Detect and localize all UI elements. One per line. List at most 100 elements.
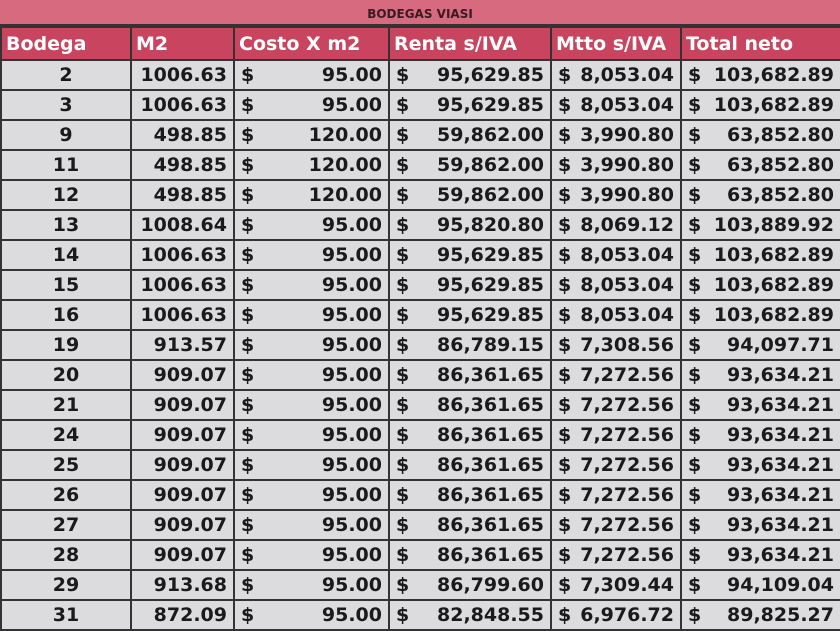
- currency-symbol: $: [396, 454, 410, 476]
- amount: 95.00: [321, 574, 382, 596]
- cell: $93,634.21: [680, 539, 840, 571]
- amount: 95.00: [321, 424, 382, 446]
- currency-symbol: $: [688, 484, 702, 506]
- cell-content: $86,789.15: [396, 334, 544, 356]
- cell: $7,272.56: [550, 539, 682, 571]
- cell: 1008.64: [130, 209, 235, 241]
- cell: $95.00: [233, 299, 390, 331]
- currency-symbol: $: [396, 214, 410, 236]
- table-row: 31 872.09 $95.00 $82,848.55 $6,976.72 $89,825…: [0, 599, 840, 631]
- amount: 7,309.44: [580, 574, 674, 596]
- table-title: BODEGAS VIASI: [0, 0, 840, 26]
- cell: 909.07: [130, 419, 235, 451]
- cell: 13: [0, 209, 132, 241]
- cell: $103,889.92: [680, 209, 840, 241]
- currency-symbol: $: [688, 124, 702, 146]
- cell-content: $120.00: [241, 124, 382, 146]
- cell: $95.00: [233, 569, 390, 601]
- cell: 909.07: [130, 509, 235, 541]
- cell: $103,682.89: [680, 89, 840, 121]
- cell-content: $93,634.21: [688, 424, 834, 446]
- amount: 7,272.56: [580, 394, 674, 416]
- cell: $7,272.56: [550, 389, 682, 421]
- cell: $94,097.71: [680, 329, 840, 361]
- currency-symbol: $: [396, 154, 410, 176]
- cell-content: $82,848.55: [396, 604, 544, 626]
- currency-symbol: $: [396, 244, 410, 266]
- currency-symbol: $: [396, 364, 410, 386]
- cell-content: $6,976.72: [558, 604, 674, 626]
- table-row: 16 1006.63 $95.00 $95,629.85 $8,053.04 $103,6…: [0, 299, 840, 331]
- currency-symbol: $: [558, 484, 572, 506]
- cell: $103,682.89: [680, 239, 840, 271]
- cell-content: $95.00: [241, 454, 382, 476]
- currency-symbol: $: [688, 394, 702, 416]
- cell-content: $86,799.60: [396, 574, 544, 596]
- cell: $8,053.04: [550, 299, 682, 331]
- cell: $86,361.65: [388, 389, 552, 421]
- cell: $93,634.21: [680, 509, 840, 541]
- column-header: Total neto: [680, 26, 840, 61]
- amount: 120.00: [308, 124, 382, 146]
- cell-content: $95.00: [241, 424, 382, 446]
- currency-symbol: $: [241, 484, 255, 506]
- cell: $95,629.85: [388, 299, 552, 331]
- cell-content: $59,862.00: [396, 154, 544, 176]
- amount: 103,889.92: [713, 214, 834, 236]
- cell: $120.00: [233, 179, 390, 211]
- amount: 93,634.21: [727, 454, 834, 476]
- cell-content: $8,053.04: [558, 64, 674, 86]
- amount: 8,053.04: [580, 94, 674, 116]
- cell: 909.07: [130, 539, 235, 571]
- cell-content: $103,682.89: [688, 274, 834, 296]
- amount: 95,629.85: [437, 304, 544, 326]
- cell: $7,272.56: [550, 449, 682, 481]
- cell: 12: [0, 179, 132, 211]
- cell-content: $7,272.56: [558, 364, 674, 386]
- cell: $3,990.80: [550, 149, 682, 181]
- table-row: 27 909.07 $95.00 $86,361.65 $7,272.56 $93,634…: [0, 509, 840, 541]
- cell: 2: [0, 59, 132, 91]
- cell: $95.00: [233, 539, 390, 571]
- currency-symbol: $: [241, 154, 255, 176]
- currency-symbol: $: [241, 514, 255, 536]
- cell: 909.07: [130, 479, 235, 511]
- cell-content: $95.00: [241, 514, 382, 536]
- cell: $7,272.56: [550, 509, 682, 541]
- amount: 93,634.21: [727, 364, 834, 386]
- cell: $95.00: [233, 479, 390, 511]
- cell: $95.00: [233, 239, 390, 271]
- cell: 20: [0, 359, 132, 391]
- cell: $95.00: [233, 449, 390, 481]
- cell-content: $95.00: [241, 334, 382, 356]
- cell-content: $7,272.56: [558, 484, 674, 506]
- cell-content: $95.00: [241, 214, 382, 236]
- amount: 103,682.89: [713, 94, 834, 116]
- amount: 95,629.85: [437, 94, 544, 116]
- amount: 63,852.80: [727, 184, 834, 206]
- cell: $8,053.04: [550, 239, 682, 271]
- currency-symbol: $: [688, 94, 702, 116]
- cell-content: $120.00: [241, 154, 382, 176]
- cell: 498.85: [130, 149, 235, 181]
- amount: 95.00: [321, 394, 382, 416]
- table: Bodega M2 Costo X m2 Renta s/IVA Mtto s/IVA T…: [0, 26, 840, 631]
- cell: $93,634.21: [680, 359, 840, 391]
- amount: 95.00: [321, 364, 382, 386]
- amount: 82,848.55: [437, 604, 544, 626]
- cell: 28: [0, 539, 132, 571]
- amount: 95,820.80: [437, 214, 544, 236]
- table-row: 19 913.57 $95.00 $86,789.15 $7,308.56 $94,097…: [0, 329, 840, 361]
- amount: 86,361.65: [437, 454, 544, 476]
- cell-content: $8,053.04: [558, 274, 674, 296]
- cell: $63,852.80: [680, 119, 840, 151]
- currency-symbol: $: [558, 334, 572, 356]
- column-header: M2: [130, 26, 235, 61]
- currency-symbol: $: [688, 544, 702, 566]
- amount: 7,272.56: [580, 454, 674, 476]
- currency-symbol: $: [396, 124, 410, 146]
- cell: 26: [0, 479, 132, 511]
- cell-content: $8,069.12: [558, 214, 674, 236]
- cell: $8,053.04: [550, 269, 682, 301]
- currency-symbol: $: [688, 214, 702, 236]
